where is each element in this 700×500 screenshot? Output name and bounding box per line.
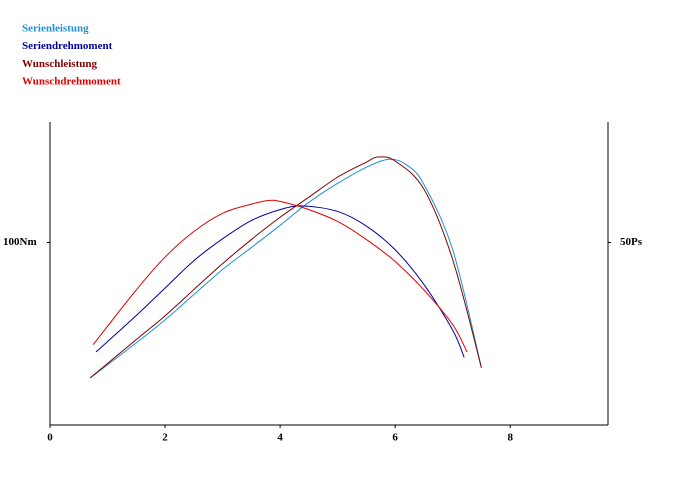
- x-tick-label: 2: [162, 432, 168, 444]
- legend-label: Wunschleistung: [22, 58, 97, 70]
- x-tick-label: 8: [507, 432, 513, 444]
- legend-label: Seriendrehmoment: [22, 40, 113, 52]
- legend-label: Wunschdrehmoment: [22, 76, 121, 88]
- series-line: [92, 199, 468, 353]
- y-tick-label: 100Nm: [3, 236, 37, 248]
- x-tick-label: 4: [277, 432, 283, 444]
- series-line: [89, 158, 482, 379]
- y2-tick-label: 50Ps: [620, 236, 643, 248]
- series-line: [95, 205, 465, 358]
- x-tick-label: 0: [47, 432, 53, 444]
- series-line: [89, 156, 482, 379]
- x-tick-label: 6: [392, 432, 398, 444]
- legend-label: Serienleistung: [22, 23, 89, 35]
